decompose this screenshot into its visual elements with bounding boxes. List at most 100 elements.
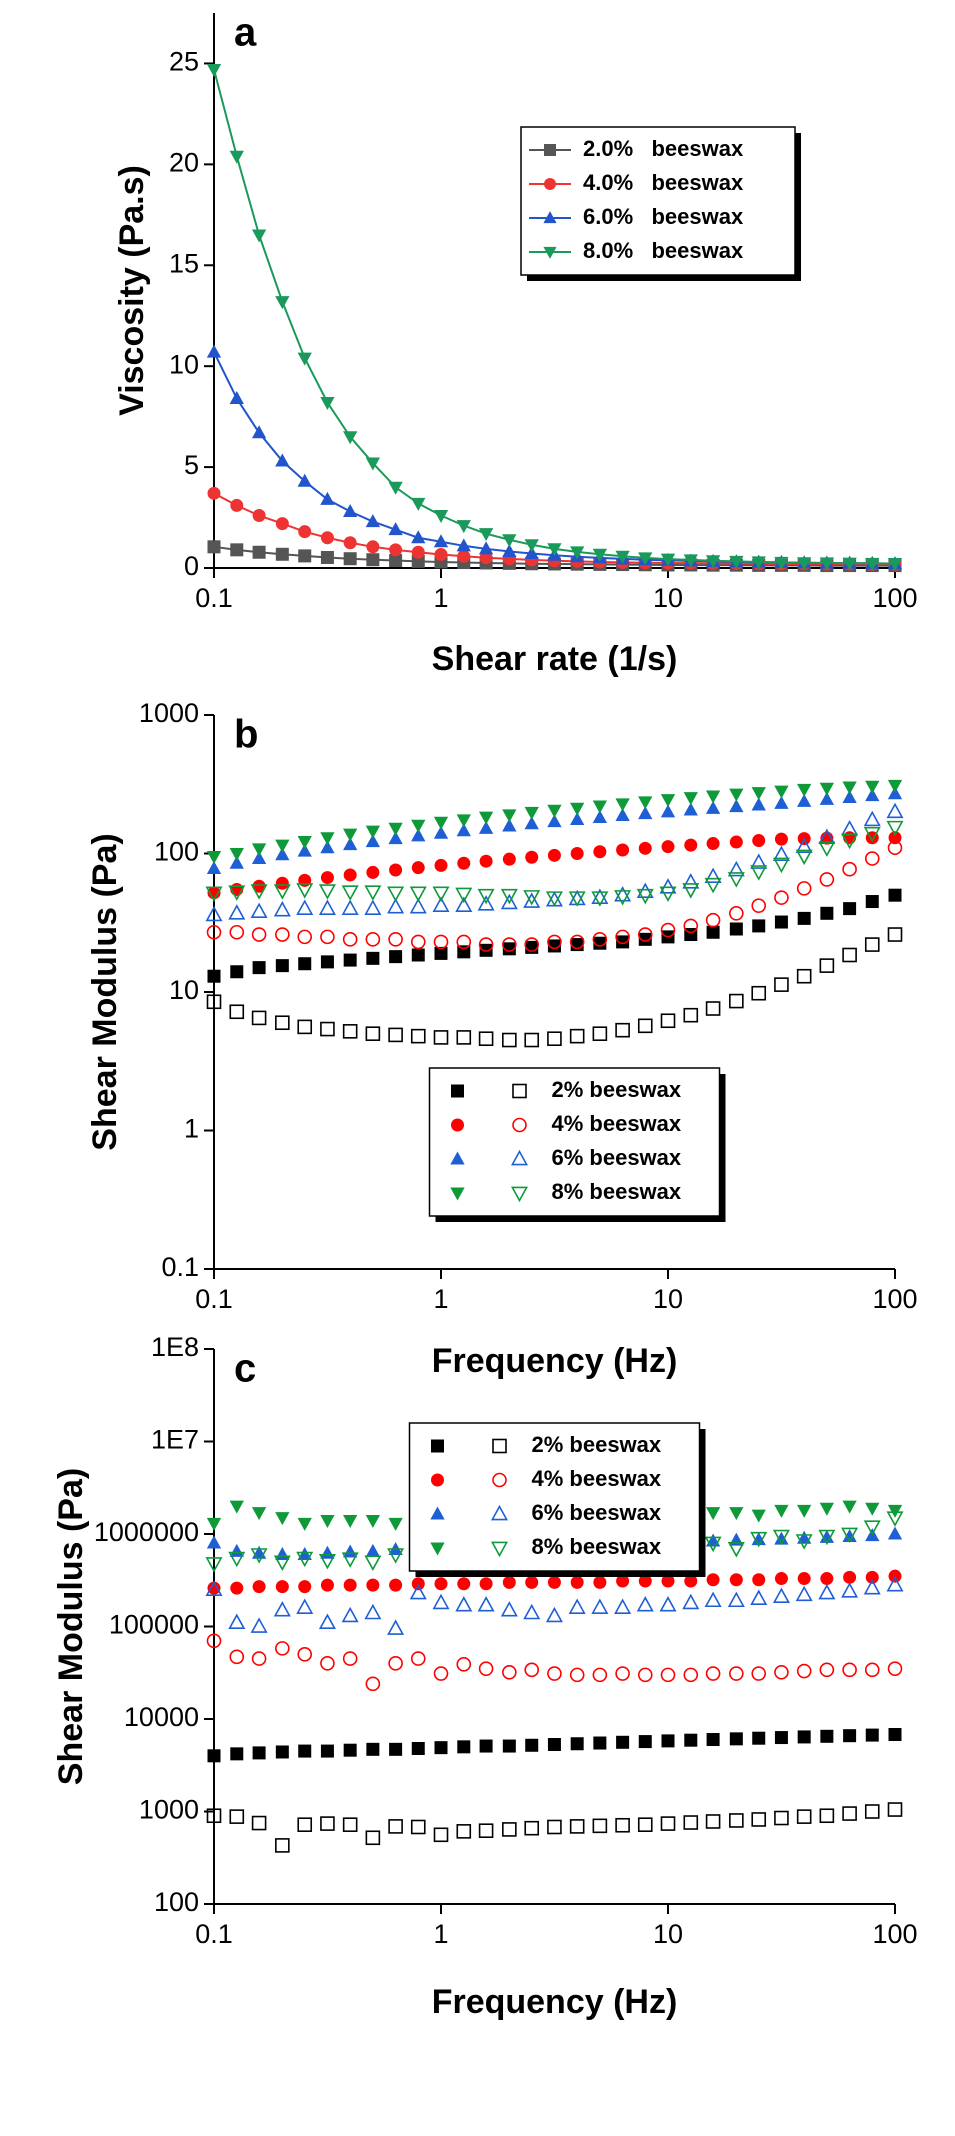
point [820, 906, 834, 920]
loss-point [774, 1664, 789, 1680]
point [638, 1574, 652, 1588]
point [524, 806, 539, 820]
point [298, 549, 312, 563]
loss-point [751, 898, 767, 913]
point [275, 1512, 290, 1526]
loss-point [887, 1802, 903, 1817]
loss-point [275, 1838, 290, 1853]
loss-point [569, 1667, 585, 1683]
loss-point [637, 927, 653, 942]
loss-point [751, 1812, 767, 1827]
point [888, 1727, 902, 1741]
point [478, 541, 494, 555]
point [797, 1730, 811, 1744]
loss-point [364, 1603, 382, 1620]
point [478, 528, 494, 542]
point [229, 855, 244, 869]
point [751, 556, 766, 570]
point [502, 809, 517, 823]
loss-point [683, 1815, 699, 1830]
loss-point [886, 802, 904, 819]
point [479, 1577, 493, 1591]
y-axis-title: Shear Modulus (Pa) [86, 833, 124, 1150]
point [365, 514, 381, 528]
loss-point [545, 891, 563, 907]
point [547, 1575, 561, 1589]
point [751, 1509, 766, 1523]
legend-marker [431, 1439, 444, 1453]
point [230, 543, 244, 557]
x-tick-label: 1 [433, 1284, 448, 1314]
point [638, 932, 652, 946]
loss-point [410, 934, 426, 950]
series-line [213, 351, 896, 565]
loss-point [615, 929, 630, 945]
point [457, 549, 471, 563]
loss-point [455, 887, 473, 904]
loss-point [750, 1589, 768, 1605]
loss-point [727, 1591, 745, 1608]
point [343, 536, 357, 550]
point [411, 554, 425, 568]
point [343, 552, 357, 566]
loss-point [342, 1024, 358, 1039]
loss-point [273, 884, 291, 900]
point [343, 504, 358, 518]
point [365, 1514, 381, 1528]
loss-point [795, 837, 813, 854]
point [524, 539, 539, 553]
loss-point [387, 886, 405, 902]
loss-point [705, 1001, 721, 1016]
loss-point [409, 897, 427, 914]
point [207, 486, 221, 500]
point [593, 936, 607, 950]
y-tick-label: 100 [154, 837, 199, 867]
loss-point [388, 932, 403, 947]
point [320, 396, 335, 410]
legend-marker [492, 1438, 507, 1454]
point [298, 1580, 312, 1594]
point [366, 1742, 380, 1756]
point [683, 554, 698, 568]
loss-point [569, 1819, 585, 1834]
point [251, 851, 267, 865]
loss-point [275, 927, 290, 942]
point [229, 847, 244, 861]
loss-point [795, 849, 813, 866]
loss-point [614, 1598, 632, 1614]
loss-point [591, 891, 609, 907]
point [320, 531, 334, 545]
loss-point [478, 937, 494, 952]
legend-marker [490, 1504, 509, 1521]
legend-marker [512, 1083, 527, 1099]
point [366, 951, 380, 965]
y-tick-label: 0 [184, 551, 199, 581]
loss-point [727, 1542, 745, 1558]
point [320, 1545, 335, 1559]
point [457, 945, 471, 959]
x-tick-label: 100 [872, 1919, 917, 1949]
legend-marker [510, 1149, 529, 1166]
point [729, 835, 743, 849]
y-tick-label: 100000 [109, 1610, 199, 1640]
point [819, 1529, 835, 1543]
loss-point [502, 1032, 517, 1048]
point [592, 810, 608, 824]
point [797, 793, 812, 807]
loss-point [704, 867, 722, 884]
loss-point [818, 1583, 836, 1600]
point [230, 965, 244, 979]
x-tick-label: 0.1 [195, 1284, 233, 1314]
point [457, 856, 471, 870]
y-tick-label: 10 [169, 975, 199, 1005]
loss-point [432, 896, 450, 913]
legend-marker [543, 246, 557, 259]
point [842, 1529, 857, 1543]
point [570, 847, 584, 860]
y-tick-label: 15 [169, 248, 199, 278]
loss-point [842, 861, 857, 877]
point [433, 510, 449, 524]
point [457, 1740, 471, 1754]
x-tick-label: 1 [433, 1919, 448, 1949]
loss-point [433, 1666, 449, 1681]
